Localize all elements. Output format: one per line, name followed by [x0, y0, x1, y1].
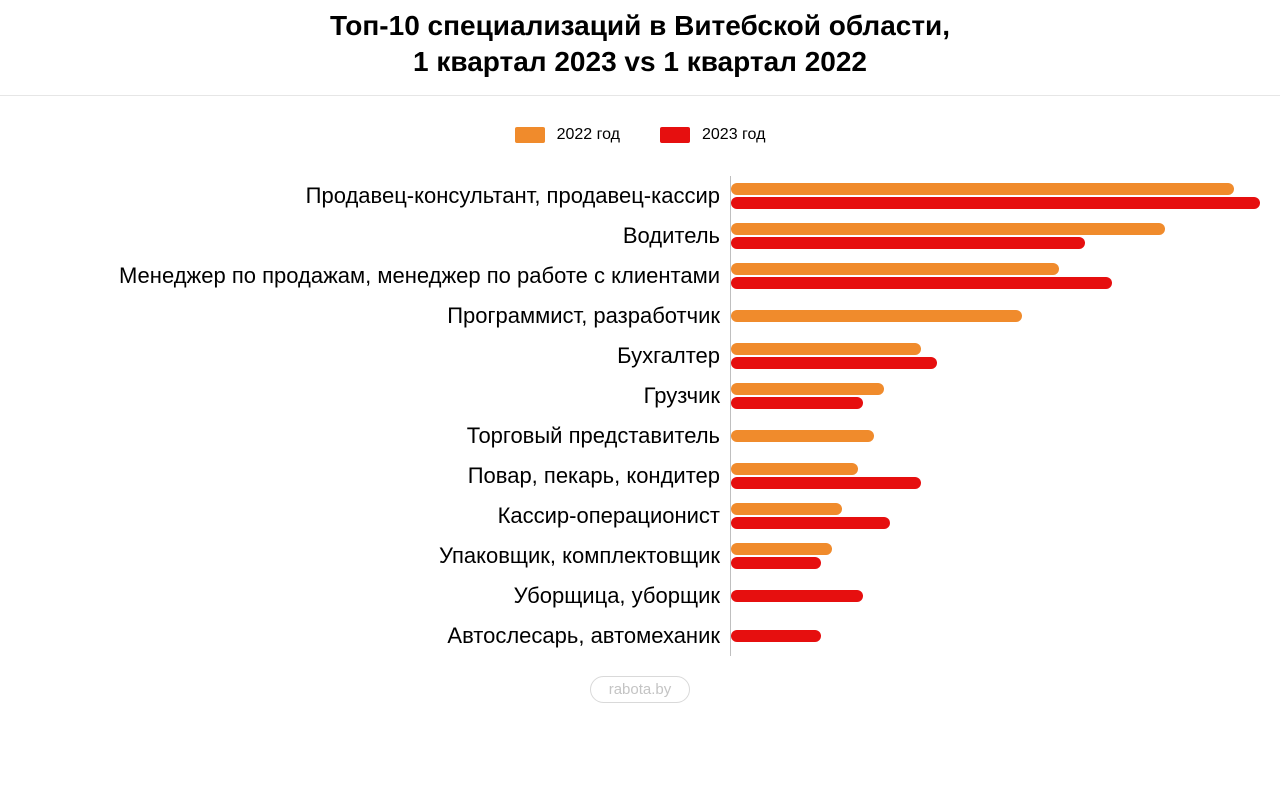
chart-row: Кассир-операционист [0, 496, 1260, 536]
chart-row: Водитель [0, 216, 1260, 256]
bar-2022 [731, 543, 832, 555]
legend-swatch-2022 [515, 127, 545, 143]
bar-group [730, 336, 1260, 376]
chart-row: Упаковщик, комплектовщик [0, 536, 1260, 576]
chart-row: Менеджер по продажам, менеджер по работе… [0, 256, 1260, 296]
bar-2022 [731, 223, 1165, 235]
chart-row: Продавец-консультант, продавец-кассир [0, 176, 1260, 216]
bar-2023 [731, 630, 821, 642]
category-label: Автослесарь, автомеханик [0, 624, 730, 648]
title-line-2: 1 квартал 2023 vs 1 квартал 2022 [0, 44, 1280, 80]
bar-2023 [731, 477, 921, 489]
category-label: Повар, пекарь, кондитер [0, 464, 730, 488]
legend-swatch-2023 [660, 127, 690, 143]
bar-group [730, 256, 1260, 296]
source-pill: rabota.by [590, 676, 691, 703]
chart-row: Уборщица, уборщик [0, 576, 1260, 616]
bar-group [730, 296, 1260, 336]
category-label: Уборщица, уборщик [0, 584, 730, 608]
bar-2022 [731, 263, 1059, 275]
legend-item-2023: 2023 год [660, 126, 765, 144]
chart-row: Автослесарь, автомеханик [0, 616, 1260, 656]
bar-group [730, 536, 1260, 576]
category-label: Менеджер по продажам, менеджер по работе… [0, 264, 730, 288]
bar-group [730, 576, 1260, 616]
chart-footer: rabota.by [0, 656, 1280, 703]
bar-2022 [731, 183, 1234, 195]
chart-title-block: Топ-10 специализаций в Витебской области… [0, 0, 1280, 95]
bar-2023 [731, 197, 1260, 209]
bar-2022 [731, 383, 884, 395]
bar-2023 [731, 557, 821, 569]
bar-group [730, 216, 1260, 256]
legend-label-2023: 2023 год [702, 126, 765, 144]
bar-group [730, 616, 1260, 656]
category-label: Кассир-операционист [0, 504, 730, 528]
bar-2022 [731, 463, 858, 475]
category-label: Торговый представитель [0, 424, 730, 448]
category-label: Водитель [0, 224, 730, 248]
bar-2023 [731, 357, 937, 369]
bar-2022 [731, 430, 874, 442]
bar-2023 [731, 590, 863, 602]
bar-2022 [731, 343, 921, 355]
chart-row: Программист, разработчик [0, 296, 1260, 336]
chart-row: Повар, пекарь, кондитер [0, 456, 1260, 496]
chart-row: Торговый представитель [0, 416, 1260, 456]
legend-label-2022: 2022 год [557, 126, 620, 144]
category-label: Программист, разработчик [0, 304, 730, 328]
category-label: Упаковщик, комплектовщик [0, 544, 730, 568]
title-line-1: Топ-10 специализаций в Витебской области… [0, 8, 1280, 44]
bar-2023 [731, 517, 890, 529]
bar-group [730, 416, 1260, 456]
bar-2022 [731, 310, 1022, 322]
chart-row: Грузчик [0, 376, 1260, 416]
bar-2023 [731, 397, 863, 409]
category-label: Продавец-консультант, продавец-кассир [0, 184, 730, 208]
bar-group [730, 376, 1260, 416]
chart-row: Бухгалтер [0, 336, 1260, 376]
bar-group [730, 176, 1260, 216]
bar-group [730, 496, 1260, 536]
bar-group [730, 456, 1260, 496]
chart-area: Продавец-консультант, продавец-кассир Вод… [0, 166, 1280, 656]
legend: 2022 год 2023 год [0, 96, 1280, 166]
category-label: Грузчик [0, 384, 730, 408]
category-label: Бухгалтер [0, 344, 730, 368]
bar-2023 [731, 237, 1085, 249]
legend-item-2022: 2022 год [515, 126, 620, 144]
bar-2023 [731, 277, 1112, 289]
bar-2022 [731, 503, 842, 515]
